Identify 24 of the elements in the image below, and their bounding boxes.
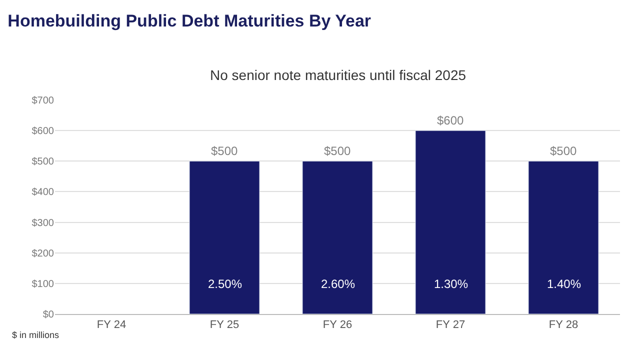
x-tick-label: FY 26	[322, 319, 352, 332]
x-tick-label: FY 28	[548, 319, 578, 332]
y-tick-label: $600	[32, 126, 54, 138]
data-label: $500	[210, 144, 238, 158]
y-tick-label: $100	[32, 278, 54, 290]
annotation: 2.60%	[321, 277, 356, 291]
y-tick-label: $0	[42, 310, 54, 320]
annotation: 1.30%	[434, 277, 468, 291]
x-tick-label: FY 25	[210, 319, 240, 332]
chart-subtitle: No senior note maturities until fiscal 2025	[210, 67, 466, 83]
y-tick-label: $300	[32, 218, 54, 229]
y-tick-label: $200	[32, 248, 54, 260]
data-label: $500	[324, 144, 352, 158]
x-tick-label: FY 24	[96, 319, 126, 332]
data-label: $500	[550, 144, 578, 158]
text: $ in millions	[12, 330, 60, 340]
annotation: 2.50%	[208, 277, 242, 291]
x-tick-label: FY 27	[436, 319, 466, 332]
y-tick-label: $500	[32, 156, 54, 168]
annotation: 1.40%	[547, 277, 582, 291]
y-tick-label: $700	[32, 96, 54, 106]
data-label: $600	[436, 114, 464, 128]
y-tick-label: $400	[32, 187, 54, 198]
chart-title: Homebuilding Public Debt Maturities By Year	[8, 11, 372, 30]
